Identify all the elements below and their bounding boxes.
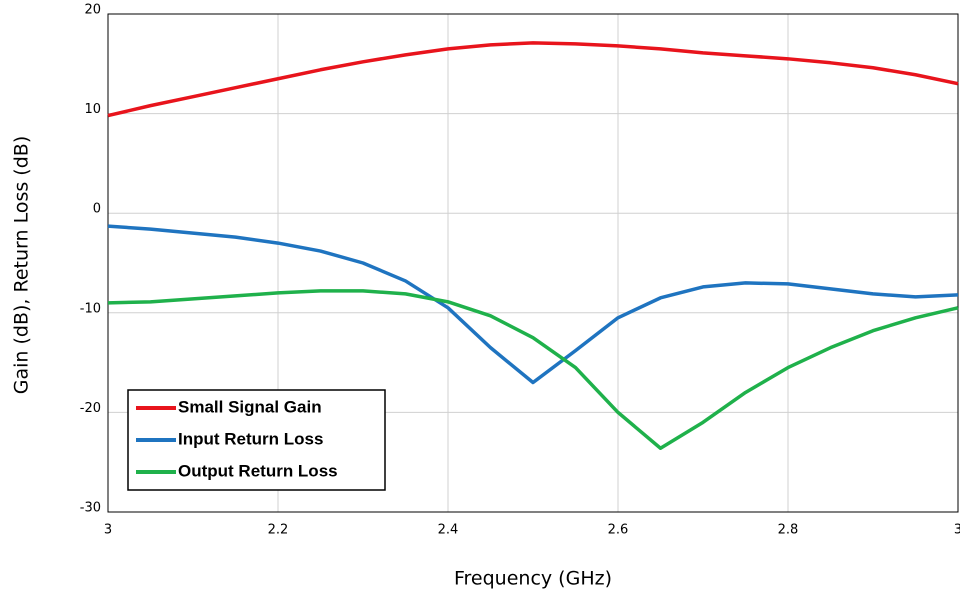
y-tick-label: 0	[93, 202, 101, 217]
y-tick-label: -30	[80, 501, 101, 516]
y-tick-label: 10	[84, 102, 101, 117]
legend-label: Input Return Loss	[178, 429, 323, 448]
series-line	[107, 224, 959, 385]
plot-frame	[107, 13, 959, 513]
x-tick-label: 2.8	[778, 523, 799, 538]
legend-label: Output Return Loss	[178, 461, 338, 480]
legend-label: Small Signal Gain	[178, 397, 322, 416]
legend: Small Signal Gain Input Return Loss Output…	[127, 389, 386, 491]
series-line	[107, 41, 959, 118]
y-axis-title: Gain (dB), Return Loss (dB)	[11, 136, 33, 394]
series-line	[107, 289, 959, 451]
x-tick-label: 3	[104, 523, 112, 538]
y-tick-label: 20	[84, 3, 101, 18]
y-tick-label: -20	[80, 401, 101, 416]
x-tick-label: 2.6	[608, 523, 629, 538]
x-tick-label: 2.4	[438, 523, 459, 538]
x-tick-label: 3	[954, 523, 960, 538]
y-tick-label: -10	[80, 301, 101, 316]
x-tick-label: 2.2	[268, 523, 289, 538]
x-axis-title: Frequency (GHz)	[454, 568, 612, 590]
